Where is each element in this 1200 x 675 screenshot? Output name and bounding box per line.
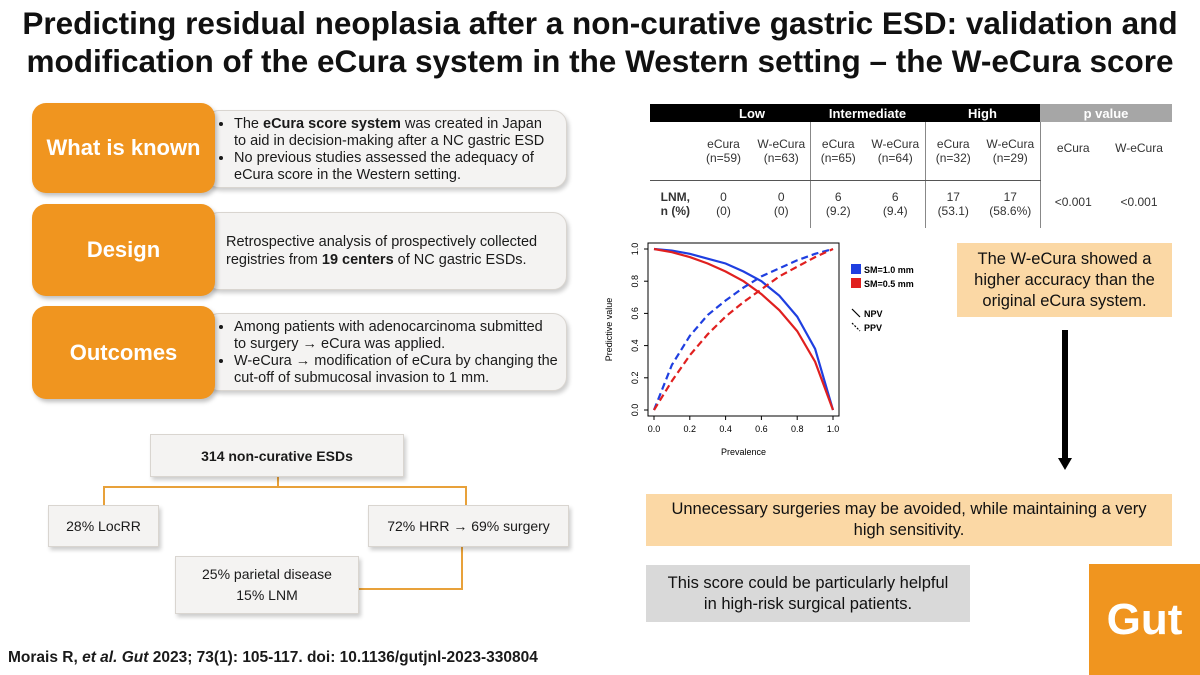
- surgeries-note: Unnecessary surgeries may be avoided, wh…: [646, 494, 1172, 546]
- down-arrow-head: [1058, 458, 1072, 470]
- known-bullet-1: The eCura score system was created in Ja…: [234, 116, 558, 150]
- flow-bottom-line-2: 15% LNM: [236, 587, 298, 603]
- helpful-note: This score could be particularly helpful…: [646, 565, 970, 622]
- known-bullet-2: No previous studies assessed the adequac…: [234, 150, 558, 184]
- series-line-ppv: [653, 247, 834, 411]
- value-cell: 17 (58.6%): [989, 190, 1032, 219]
- series-line-npv: [653, 247, 835, 411]
- predictive-value-chart: 0.0 0.2 0.4 0.6 0.8 1.0 0.0 0.2 0.4 0.6 0.8 1.0 Prev…: [604, 242, 914, 457]
- legend-label: SM=1.0 mm: [864, 265, 914, 275]
- outcomes-text-box: Among patients with adenocarcinoma submi…: [205, 313, 567, 391]
- flow-right-box: 72% HRR → 69% surgery: [368, 505, 569, 547]
- known-text-box: The eCura score system was created in Ja…: [205, 110, 567, 188]
- series-line-ppv: [652, 247, 834, 411]
- flow-bottom-box: 25% parietal disease 15% LNM: [175, 556, 359, 614]
- subheader-cell: eCura (n=32): [924, 122, 981, 181]
- x-tick-label: 0.2: [684, 424, 697, 434]
- x-tick-label: 0.4: [719, 424, 732, 434]
- p-subheader-cell: eCura <0.001: [1039, 122, 1106, 228]
- legend-line-style: [851, 308, 861, 318]
- subheader-cell: eCura (n=59): [694, 122, 753, 181]
- flow-connector: [461, 546, 463, 590]
- flow-connector: [277, 477, 279, 488]
- flow-connector: [103, 486, 467, 488]
- citation: Morais R, et al. Gut 2023; 73(1): 105-11…: [8, 649, 538, 666]
- y-tick-label: 1.0: [630, 243, 640, 256]
- title-line-2: modification of the eCura system in the …: [26, 43, 1174, 79]
- down-arrow-icon: [1062, 330, 1068, 460]
- legend-swatch: [851, 264, 861, 274]
- y-tick-label: 0.8: [630, 275, 640, 288]
- flow-bottom-line-1: 25% parietal disease: [202, 566, 332, 582]
- subheader-cell: eCura (n=65): [809, 122, 866, 181]
- flow-top-box: 314 non-curative ESDs: [150, 434, 404, 477]
- legend-swatch: [851, 278, 861, 288]
- x-tick-label: 0.0: [648, 424, 661, 434]
- plot-frame: [647, 242, 840, 417]
- row-label: LNM, n (%): [660, 190, 690, 219]
- x-tick-label: 1.0: [827, 424, 840, 434]
- legend-label: SM=0.5 mm: [864, 279, 914, 289]
- group-header-intermediate: Intermediate: [810, 104, 925, 122]
- title-line-1: Predicting residual neoplasia after a no…: [22, 5, 1178, 41]
- subheader-cell: W-eCura (n=29): [981, 122, 1040, 181]
- results-table: Low Intermediate High p value eCura (n=59…: [650, 104, 1172, 228]
- value-cell: 6 (9.4): [882, 190, 908, 219]
- x-axis-label: Prevalence: [721, 447, 766, 457]
- subheader-cell: W-eCura (n=63): [753, 122, 810, 181]
- legend-label: PPV: [864, 323, 882, 333]
- y-tick-label: 0.6: [630, 307, 640, 320]
- x-tick-label: 0.6: [755, 424, 768, 434]
- y-tick-label: 0.4: [630, 339, 640, 352]
- outcomes-label: Outcomes: [32, 306, 215, 399]
- p-subheader-cell: W-eCura <0.001: [1106, 122, 1172, 228]
- y-tick-label: 0.0: [630, 404, 640, 417]
- value-cell: 0 (0): [716, 190, 731, 219]
- y-tick-label: 0.2: [630, 372, 640, 385]
- value-cell: 0 (0): [773, 190, 789, 219]
- flow-left-box: 28% LocRR: [48, 505, 159, 547]
- flow-connector: [358, 588, 463, 590]
- gut-logo: Gut: [1089, 564, 1200, 675]
- table-corner: [650, 104, 694, 122]
- series-line-npv: [653, 247, 835, 411]
- x-tick-label: 0.8: [791, 424, 804, 434]
- value-cell: 6 (9.2): [809, 180, 866, 228]
- outcomes-bullet-1: Among patients with adenocarcinoma submi…: [234, 319, 558, 353]
- group-header-p-value: p value: [1040, 104, 1172, 122]
- accuracy-note: The W-eCura showed a higher accuracy tha…: [957, 243, 1172, 317]
- p-value-w-ecura: <0.001: [1120, 195, 1158, 209]
- group-header-high: High: [925, 104, 1040, 122]
- y-axis-label: Predictive value: [604, 298, 614, 362]
- p-value-ecura: <0.001: [1054, 195, 1092, 209]
- flow-connector: [465, 486, 467, 506]
- known-label: What is known: [32, 103, 215, 193]
- subheader-cell: W-eCura (n=64): [866, 122, 925, 181]
- legend-label: NPV: [864, 309, 883, 319]
- design-label: Design: [32, 204, 215, 296]
- group-header-low: Low: [694, 104, 810, 122]
- flow-connector: [103, 486, 105, 506]
- page-title: Predicting residual neoplasia after a no…: [0, 4, 1200, 80]
- outcomes-bullet-2: W-eCura → modification of eCura by chang…: [234, 353, 558, 387]
- design-text-box: Retrospective analysis of prospectively …: [205, 212, 567, 290]
- legend-line-style: [851, 322, 861, 332]
- value-cell: 17 (53.1): [924, 180, 981, 228]
